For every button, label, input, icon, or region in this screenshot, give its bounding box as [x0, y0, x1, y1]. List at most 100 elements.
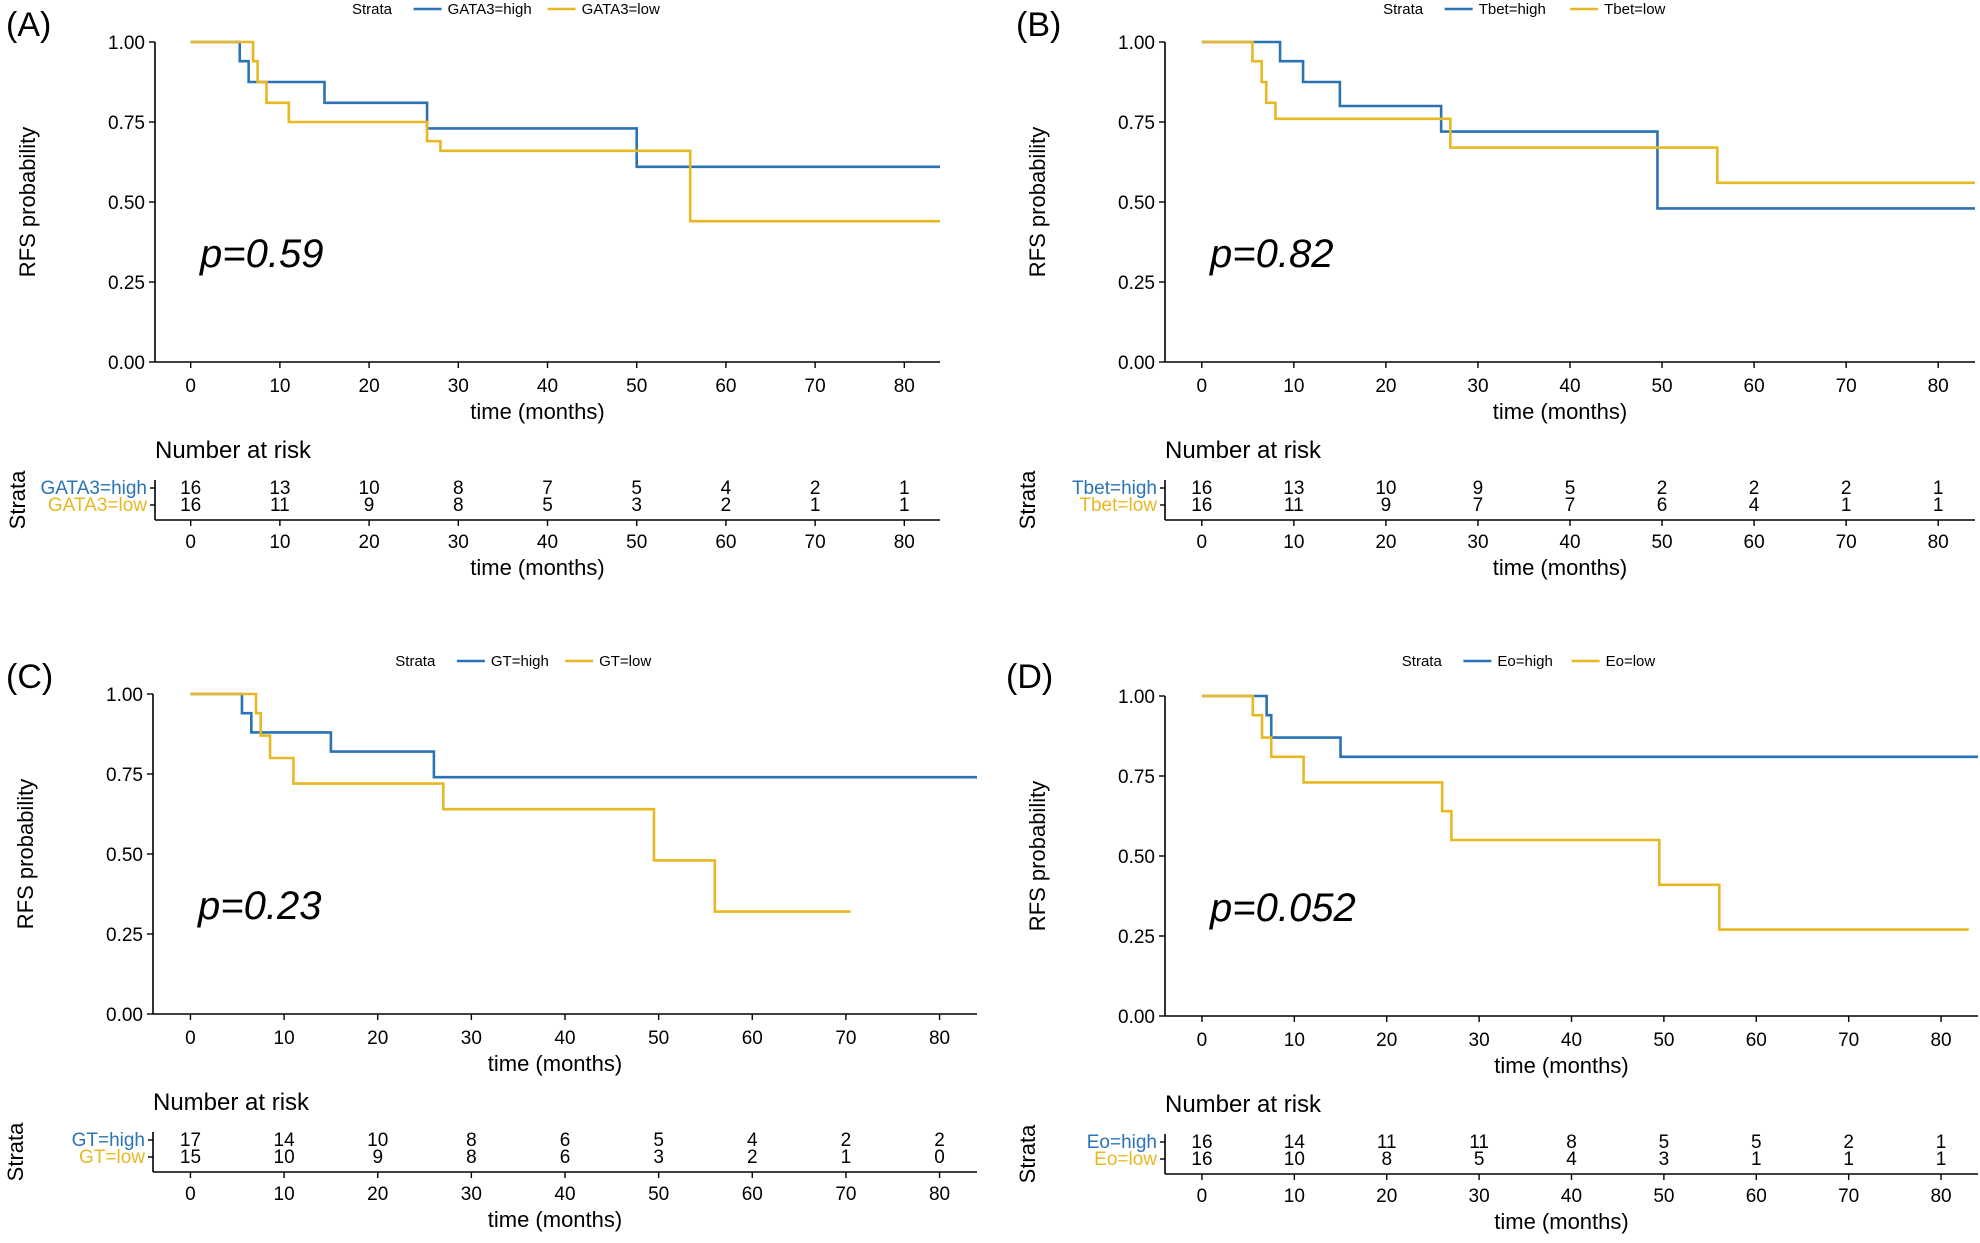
y-tick-label: 1.00: [108, 33, 145, 54]
risk-count: 6: [560, 1147, 571, 1168]
risk-count: 14: [1284, 1132, 1306, 1153]
y-tick-label: 0.25: [1118, 273, 1155, 294]
risk-row-label: GATA3=high: [41, 478, 148, 499]
x-tick-label: 80: [894, 376, 915, 397]
risk-count: 2: [1841, 478, 1852, 499]
risk-x-tick-label: 60: [742, 1184, 763, 1205]
x-tick-label: 40: [554, 1028, 575, 1049]
risk-count: 4: [747, 1130, 758, 1151]
risk-count: 1: [1936, 1149, 1947, 1170]
risk-count: 5: [1659, 1132, 1670, 1153]
km-panel-3: (C) Strata GT=high GT=low0.000.250.500.751.…: [3, 653, 977, 1232]
km-panel-1: (A) Strata GATA3=high GATA3=low0.000.250.50…: [5, 1, 940, 580]
risk-strata-axis-title: Strata: [1015, 470, 1040, 529]
km-panel-4: (D) Strata Eo=high Eo=low0.000.250.500.751.…: [1006, 653, 1978, 1234]
risk-count: 2: [1657, 478, 1668, 499]
x-tick-label: 20: [1375, 376, 1396, 397]
risk-row-label: GATA3=low: [48, 495, 147, 516]
x-tick-label: 30: [448, 376, 469, 397]
km-curve-GT=high: [190, 692, 977, 779]
km-curve-Eo=low: [1201, 694, 1969, 931]
x-tick-label: 70: [805, 376, 826, 397]
risk-x-tick-label: 50: [1651, 532, 1672, 553]
risk-count: 4: [721, 478, 732, 499]
y-tick-label: 0.00: [1118, 353, 1155, 374]
risk-count: 1: [1936, 1132, 1947, 1153]
risk-count: 2: [747, 1147, 758, 1168]
risk-count: 5: [1565, 478, 1576, 499]
y-tick-label: 1.00: [106, 685, 143, 706]
risk-count: 3: [631, 495, 642, 516]
risk-row-label: Eo=high: [1087, 1132, 1157, 1153]
risk-row-label: GT=low: [79, 1147, 145, 1168]
risk-x-tick-label: 40: [554, 1184, 575, 1205]
risk-count: 8: [466, 1147, 477, 1168]
y-tick-label: 0.00: [106, 1005, 143, 1026]
risk-count: 8: [453, 478, 464, 499]
risk-x-tick-label: 60: [1746, 1186, 1767, 1207]
risk-count: 1: [1843, 1149, 1854, 1170]
y-tick-label: 0.75: [1118, 767, 1155, 788]
x-tick-label: 40: [1559, 376, 1580, 397]
risk-x-tick-label: 30: [448, 532, 469, 553]
risk-count: 16: [1191, 495, 1212, 516]
risk-count: 14: [274, 1130, 296, 1151]
risk-count: 9: [364, 495, 375, 516]
risk-count: 16: [1191, 1132, 1212, 1153]
x-axis-title: time (months): [1494, 1053, 1628, 1078]
risk-count: 10: [359, 478, 380, 499]
x-tick-label: 40: [537, 376, 558, 397]
risk-x-tick-label: 30: [1469, 1186, 1490, 1207]
panel-label: (B): [1016, 6, 1061, 44]
risk-count: 8: [1566, 1132, 1577, 1153]
legend-label-1: Eo=high: [1497, 653, 1552, 670]
risk-x-tick-label: 10: [269, 532, 290, 553]
legend-label-1: GT=high: [491, 653, 549, 670]
risk-row-label: GT=high: [72, 1130, 145, 1151]
risk-count: 5: [542, 495, 553, 516]
p-value: p=0.23: [197, 884, 321, 928]
y-tick-label: 0.75: [108, 113, 145, 134]
risk-count: 1: [841, 1147, 852, 1168]
p-value: p=0.052: [1209, 886, 1356, 930]
x-tick-label: 60: [715, 376, 736, 397]
y-tick-label: 0.00: [108, 353, 145, 374]
x-tick-label: 0: [185, 1028, 196, 1049]
x-tick-label: 50: [1653, 1030, 1674, 1051]
risk-count: 5: [1474, 1149, 1485, 1170]
risk-table-title: Number at risk: [155, 437, 312, 464]
risk-count: 5: [631, 478, 642, 499]
risk-count: 1: [1933, 478, 1944, 499]
risk-count: 16: [1191, 478, 1212, 499]
risk-count: 7: [1473, 495, 1484, 516]
y-axis-title: RFS probability: [15, 127, 40, 277]
risk-count: 10: [367, 1130, 388, 1151]
y-axis-title: RFS probability: [1025, 781, 1050, 931]
risk-count: 3: [653, 1147, 664, 1168]
risk-x-tick-label: 0: [1197, 532, 1208, 553]
km-curve-GATA3=high: [190, 40, 940, 169]
risk-row-label: Tbet=low: [1079, 495, 1157, 516]
km-curve-Tbet=low: [1201, 40, 1975, 185]
x-tick-label: 80: [1930, 1030, 1951, 1051]
risk-strata-axis-title: Strata: [1015, 1124, 1040, 1183]
risk-count: 17: [180, 1130, 201, 1151]
risk-count: 11: [1469, 1132, 1489, 1153]
x-axis-title: time (months): [470, 399, 604, 424]
x-tick-label: 50: [1651, 376, 1672, 397]
panel-label: (D): [1006, 658, 1053, 696]
risk-count: 9: [372, 1147, 383, 1168]
risk-x-tick-label: 50: [626, 532, 647, 553]
legend-label-2: GT=low: [599, 653, 651, 670]
legend-title: Strata: [395, 653, 436, 670]
risk-count: 10: [274, 1147, 295, 1168]
legend-title: Strata: [352, 1, 393, 18]
risk-count: 2: [1749, 478, 1760, 499]
risk-count: 1: [1841, 495, 1852, 516]
risk-count: 2: [810, 478, 821, 499]
risk-count: 16: [180, 478, 201, 499]
x-tick-label: 0: [185, 376, 196, 397]
risk-count: 6: [560, 1130, 571, 1151]
y-tick-label: 0.00: [1118, 1007, 1155, 1028]
km-curve-Tbet=high: [1201, 40, 1975, 210]
